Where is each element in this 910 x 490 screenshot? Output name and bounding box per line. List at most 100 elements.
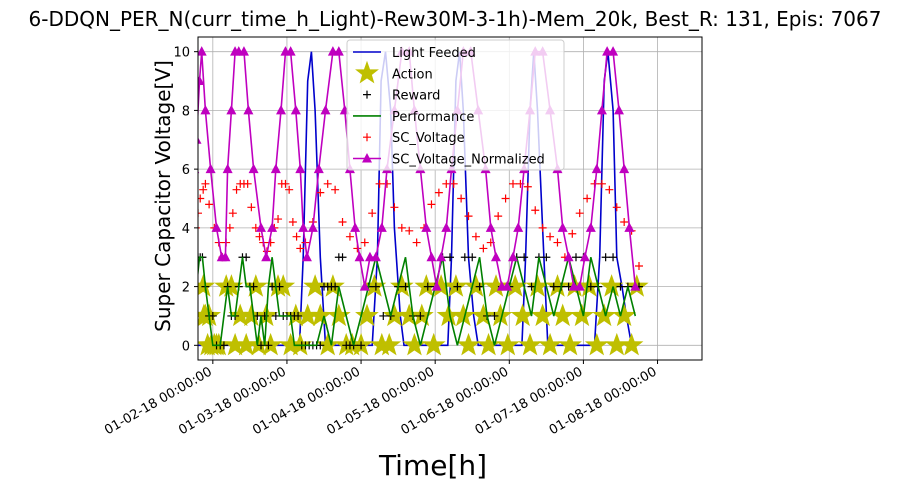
data-point-reward (219, 341, 228, 350)
y-tick-label: 8 (182, 104, 190, 119)
data-point-sc-voltage (412, 238, 421, 247)
y-tick-label: 2 (182, 281, 190, 296)
data-point-sc-voltage (201, 179, 210, 188)
data-point-sc-voltage-normalized (198, 46, 207, 56)
legend: Light Feeded Action Reward Performance SC_Vo… (346, 39, 565, 171)
data-point-action (390, 274, 414, 297)
legend-label: Reward (392, 89, 440, 104)
data-point-sc-voltage-normalized (298, 222, 309, 232)
data-point-reward (249, 282, 258, 291)
data-point-reward (271, 311, 280, 320)
data-point-action (409, 303, 434, 327)
data-point-action (619, 332, 644, 356)
data-point-sc-voltage-normalized (198, 75, 205, 86)
data-point-action (592, 303, 617, 327)
data-point-sc-voltage-normalized (557, 222, 568, 232)
data-point-sc-voltage-normalized (579, 251, 590, 262)
series-line-performance (198, 256, 637, 347)
data-point-reward (331, 282, 340, 291)
data-point-sc-voltage-normalized (596, 104, 607, 115)
data-point-action (584, 332, 609, 356)
data-point-sc-voltage-normalized (220, 251, 231, 262)
data-point-reward (208, 311, 217, 320)
data-point-sc-voltage-normalized (256, 222, 266, 232)
data-point-sc-voltage (232, 185, 241, 194)
data-point-reward (520, 253, 529, 262)
data-point-sc-voltage (509, 179, 517, 188)
data-point-sc-voltage (331, 185, 340, 194)
legend-marker (362, 153, 372, 163)
data-point-sc-voltage (523, 182, 532, 191)
data-point-sc-voltage-normalized (608, 46, 619, 56)
data-point-reward (423, 282, 432, 291)
data-point-reward (371, 282, 380, 291)
data-point-sc-voltage-normalized (354, 251, 365, 262)
data-point-reward (616, 282, 625, 291)
data-point-sc-voltage (345, 232, 354, 241)
data-point-sc-voltage (538, 223, 547, 232)
data-point-reward (549, 282, 558, 291)
data-point-sc-voltage-normalized (502, 281, 513, 291)
legend-item-sc-voltage-normalized: SC_Voltage_Normalized (353, 153, 545, 168)
data-point-sc-voltage (612, 203, 621, 212)
data-point-sc-voltage-normalized (591, 163, 602, 174)
data-point-sc-voltage (390, 203, 399, 212)
data-point-sc-voltage-normalized (313, 163, 324, 174)
data-point-sc-voltage-normalized (290, 104, 301, 115)
data-point-sc-voltage (568, 229, 577, 238)
data-point-sc-voltage-normalized (485, 222, 496, 232)
data-point-action (320, 274, 345, 297)
data-point-reward (527, 282, 536, 291)
data-point-sc-voltage (494, 212, 503, 221)
data-point-sc-voltage-normalized (295, 163, 306, 174)
data-point-action (545, 274, 570, 297)
data-point-sc-voltage (464, 212, 473, 221)
data-point-reward (416, 311, 425, 320)
data-point-sc-voltage (375, 179, 384, 188)
data-point-reward (268, 282, 277, 291)
data-point-action (518, 332, 542, 356)
data-point-sc-voltage-normalized (248, 163, 259, 174)
legend-marker (363, 133, 371, 142)
data-point-action (198, 274, 215, 297)
data-point-sc-voltage-normalized (490, 251, 501, 262)
data-point-action (476, 332, 501, 356)
data-point-action (244, 274, 268, 297)
series-sc-voltage (198, 179, 643, 271)
data-point-sc-voltage-normalized (376, 222, 387, 232)
data-point-sc-voltage-normalized (585, 222, 596, 232)
data-point-sc-voltage (323, 179, 332, 188)
data-point-sc-voltage (316, 188, 325, 197)
x-axis-label: Time[h] (378, 449, 487, 482)
data-point-reward (294, 311, 303, 320)
data-point-reward (609, 253, 618, 262)
data-point-action (484, 274, 508, 297)
data-point-sc-voltage-normalized (431, 281, 442, 291)
data-point-sc-voltage (360, 238, 369, 247)
data-point-sc-voltage-normalized (301, 251, 312, 262)
data-point-sc-voltage (296, 244, 305, 253)
chart-title: 6-DDQN_PER_N(curr_time_h_Light)-Rew30M-3… (29, 7, 882, 31)
series-performance (198, 256, 637, 347)
data-point-reward (572, 253, 580, 262)
legend-item-light-feeded: Light Feeded (353, 46, 476, 61)
data-point-sc-voltage-normalized (426, 251, 437, 262)
data-point-sc-voltage (583, 194, 592, 203)
data-point-sc-voltage (605, 185, 614, 194)
data-point-sc-voltage-normalized (619, 163, 630, 174)
data-point-reward (542, 253, 551, 262)
data-point-sc-voltage (501, 194, 510, 203)
data-point-sc-voltage (225, 223, 234, 232)
data-point-sc-voltage-normalized (200, 104, 211, 115)
data-point-sc-voltage-normalized (441, 222, 452, 232)
y-tick-label: 0 (182, 339, 190, 354)
legend-label: Light Feeded (392, 46, 476, 61)
data-point-sc-voltage-normalized (198, 137, 202, 144)
series-layer (198, 46, 649, 356)
data-point-sc-voltage-normalized (276, 104, 287, 115)
data-point-action (538, 332, 562, 356)
legend-label: SC_Voltage_Normalized (392, 153, 545, 168)
data-point-action (327, 303, 351, 327)
data-point-sc-voltage (635, 262, 643, 271)
